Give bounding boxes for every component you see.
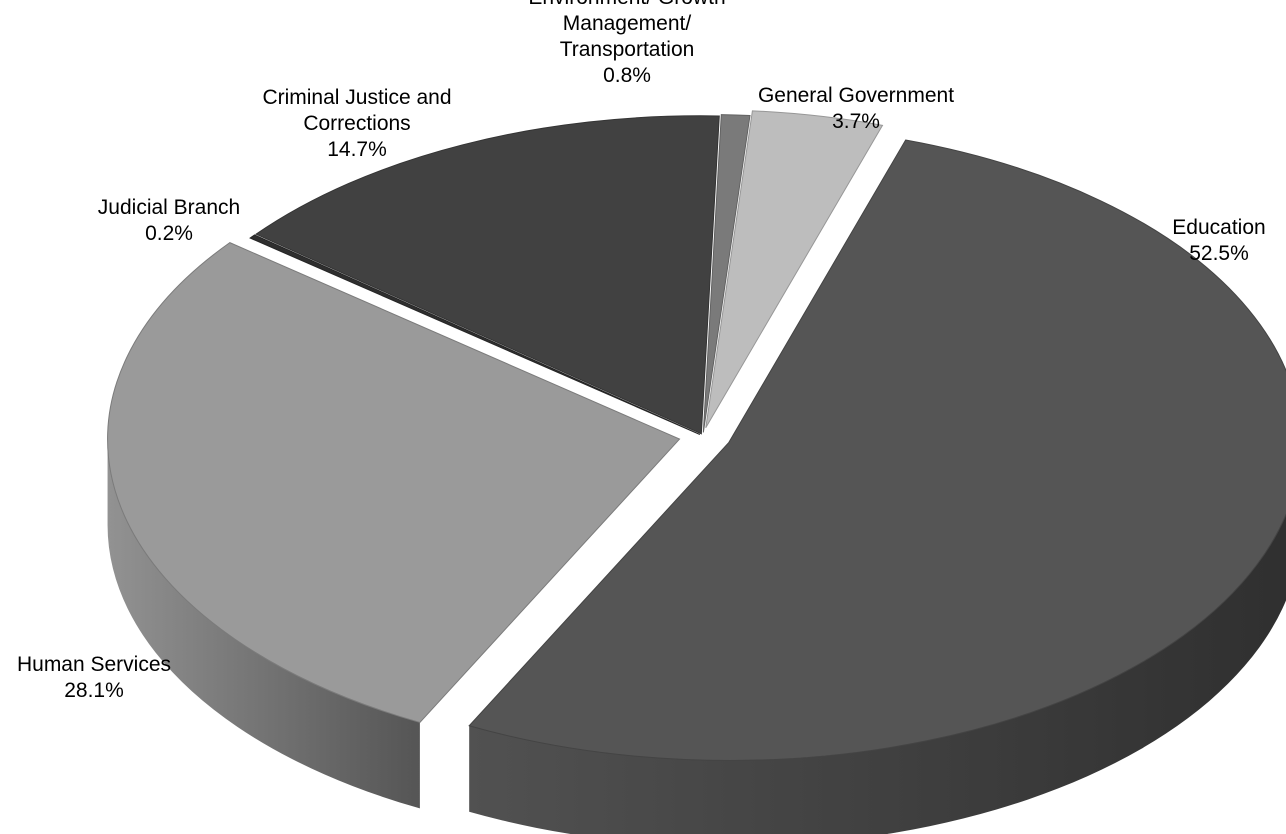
slice-percent: 0.2% [145,222,193,245]
slice-label-natural-resources-environment-growth-management-transportation: Natural Resources/Environment/ GrowthMan… [528,0,725,87]
slice-percent: 52.5% [1189,242,1249,265]
slice-human-services [107,242,681,724]
slice-label-criminal-justice-and-corrections: Criminal Justice and Corrections 14.7% [262,86,451,161]
slice-name: General Government [758,84,954,107]
slice-label-judicial-branch: Judicial Branch 0.2% [98,196,240,245]
slice-name: Human Services [17,653,171,676]
slice-percent: 28.1% [64,679,124,702]
slice-name: Transportation [560,38,695,61]
slice-label-general-government: General Government 3.7% [758,84,954,133]
slice-education [468,139,1286,761]
slice-name: Management/ [563,12,692,35]
slice-label-education: Education 52.5% [1172,216,1265,265]
slice-side-human-services [107,439,420,809]
slice-percent: 0.8% [603,64,651,87]
slice-name: Corrections [303,112,410,135]
slice-judicial-branch [249,234,701,435]
slice-name: Environment/ Growth [528,0,725,9]
slice-general-government [705,110,884,429]
slice-percent: 14.7% [327,138,387,161]
slice-name: Criminal Justice and [262,86,451,109]
slice-percent: 3.7% [832,110,880,133]
slice-name: Judicial Branch [98,196,240,219]
pie-tops [107,110,1286,761]
slice-natural-resources-environment-growth-management-transportation [702,114,751,433]
slice-side-education [469,514,1286,834]
slice-criminal-justice-and-corrections [255,115,720,435]
pie-sides [107,439,1286,834]
slice-label-human-services: Human Services 28.1% [17,653,171,702]
slice-name: Education [1172,216,1265,239]
pie-labels: Education 52.5% Human Services 28.1% Judicia… [17,0,1266,702]
